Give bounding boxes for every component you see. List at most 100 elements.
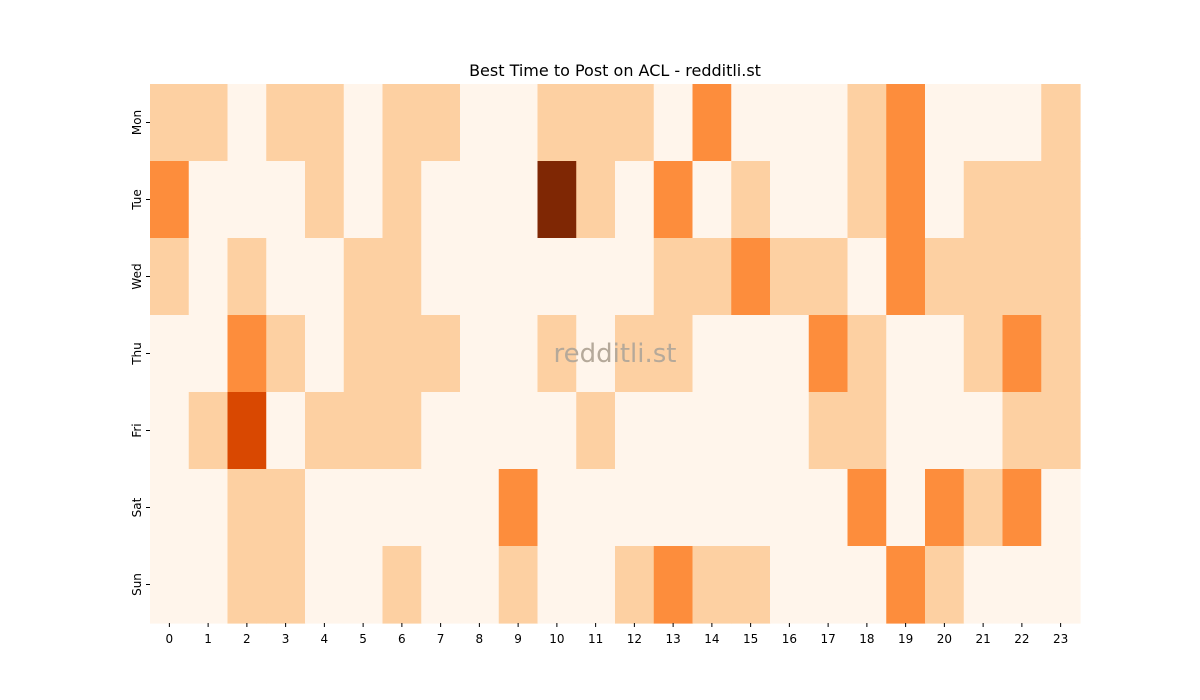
x-tick-label: 12 xyxy=(627,632,642,646)
heatmap-cell-tue-1 xyxy=(188,161,229,239)
heatmap-cell-thu-12 xyxy=(615,315,655,393)
heatmap-cell-tue-22 xyxy=(1002,161,1042,239)
heatmap-cell-sat-20 xyxy=(925,469,965,547)
heatmap-cell-thu-1 xyxy=(188,315,229,393)
x-tick-label: 15 xyxy=(743,632,758,646)
heatmap-cell-wed-8 xyxy=(460,238,500,316)
heatmap-cell-fri-19 xyxy=(886,392,926,470)
heatmap-cell-tue-3 xyxy=(266,161,306,239)
x-tick-label: 14 xyxy=(704,632,719,646)
heatmap-cell-wed-1 xyxy=(188,238,229,316)
heatmap-cell-wed-22 xyxy=(1002,238,1042,316)
heatmap-cell-mon-19 xyxy=(886,84,926,162)
heatmap-cell-mon-9 xyxy=(498,84,539,162)
heatmap-cell-mon-11 xyxy=(576,84,616,162)
heatmap-cell-tue-2 xyxy=(227,161,267,239)
heatmap-cell-thu-11 xyxy=(576,315,616,393)
heatmap-cell-sat-2 xyxy=(227,469,267,547)
heatmap-cell-sat-12 xyxy=(615,469,655,547)
heatmap-cell-fri-11 xyxy=(576,392,616,470)
y-tick-label: Fri xyxy=(130,423,144,437)
heatmap-cell-sat-22 xyxy=(1002,469,1042,547)
heatmap-cell-thu-23 xyxy=(1041,315,1081,393)
heatmap-cell-thu-7 xyxy=(421,315,461,393)
heatmap-cell-mon-3 xyxy=(266,84,306,162)
heatmap-cell-tue-13 xyxy=(653,161,694,239)
heatmap-cell-thu-15 xyxy=(731,315,771,393)
x-tick-label: 19 xyxy=(898,632,913,646)
heatmap-cell-sun-21 xyxy=(963,546,1004,624)
heatmap-cell-tue-20 xyxy=(925,161,965,239)
heatmap-cell-mon-1 xyxy=(188,84,229,162)
heatmap-cell-thu-14 xyxy=(692,315,732,393)
heatmap-cell-tue-12 xyxy=(615,161,655,239)
x-tick-label: 0 xyxy=(166,632,174,646)
y-tick-label: Sun xyxy=(130,573,144,596)
y-tick-label: Mon xyxy=(130,110,144,135)
heatmap-cell-fri-9 xyxy=(498,392,539,470)
heatmap-cell-tue-15 xyxy=(731,161,771,239)
heatmap-cell-thu-6 xyxy=(382,315,422,393)
heatmap-cell-mon-17 xyxy=(808,84,849,162)
heatmap-cell-tue-16 xyxy=(770,161,810,239)
heatmap-cell-sat-5 xyxy=(343,469,384,547)
x-tick-label: 22 xyxy=(1014,632,1029,646)
heatmap-cell-fri-3 xyxy=(266,392,306,470)
x-tick-label: 18 xyxy=(859,632,874,646)
heatmap-cell-wed-18 xyxy=(847,238,887,316)
x-tick-label: 6 xyxy=(398,632,406,646)
heatmap-cell-sat-7 xyxy=(421,469,461,547)
watermark-text: redditli.st xyxy=(554,339,677,369)
heatmap-cell-sun-7 xyxy=(421,546,461,624)
heatmap-cell-sun-12 xyxy=(615,546,655,624)
heatmap-cell-sat-13 xyxy=(653,469,694,547)
heatmap-cell-sat-17 xyxy=(808,469,849,547)
heatmap-cell-sun-13 xyxy=(653,546,694,624)
heatmap-cell-sat-1 xyxy=(188,469,229,547)
x-tick-label: 10 xyxy=(549,632,564,646)
heatmap-cell-thu-20 xyxy=(925,315,965,393)
heatmap-cell-sat-3 xyxy=(266,469,306,547)
x-tick-label: 17 xyxy=(820,632,835,646)
heatmap-cell-mon-2 xyxy=(227,84,267,162)
heatmap-cell-thu-17 xyxy=(808,315,849,393)
heatmap-cell-fri-22 xyxy=(1002,392,1042,470)
heatmap-cell-sat-11 xyxy=(576,469,616,547)
heatmap-cell-tue-9 xyxy=(498,161,539,239)
heatmap-cell-wed-16 xyxy=(770,238,810,316)
heatmap-cell-sun-14 xyxy=(692,546,732,624)
heatmap-cell-sat-8 xyxy=(460,469,500,547)
x-tick-label: 8 xyxy=(476,632,484,646)
heatmap-cell-fri-18 xyxy=(847,392,887,470)
heatmap-cell-sat-15 xyxy=(731,469,771,547)
x-tick-label: 3 xyxy=(282,632,290,646)
heatmap-cell-wed-3 xyxy=(266,238,306,316)
heatmap-cell-sun-20 xyxy=(925,546,965,624)
heatmap-cell-sun-17 xyxy=(808,546,849,624)
heatmap-cell-thu-16 xyxy=(770,315,810,393)
heatmap-cell-thu-4 xyxy=(305,315,345,393)
heatmap-cell-wed-13 xyxy=(653,238,694,316)
heatmap-cell-mon-8 xyxy=(460,84,500,162)
heatmap-cell-sat-0 xyxy=(150,469,190,547)
heatmap-cell-thu-21 xyxy=(963,315,1004,393)
heatmap-cell-sun-16 xyxy=(770,546,810,624)
heatmap-cell-thu-0 xyxy=(150,315,190,393)
heatmap-cell-fri-1 xyxy=(188,392,229,470)
heatmap-cell-thu-13 xyxy=(653,315,694,393)
heatmap-cell-mon-0 xyxy=(150,84,190,162)
heatmap-cell-tue-5 xyxy=(343,161,384,239)
heatmap-cell-sun-18 xyxy=(847,546,887,624)
heatmap-cell-sat-19 xyxy=(886,469,926,547)
heatmap-cell-mon-23 xyxy=(1041,84,1081,162)
y-axis: Mon Tue Wed Thu Fri Sat Sun xyxy=(130,110,150,596)
heatmap-cell-tue-8 xyxy=(460,161,500,239)
heatmap-cell-fri-21 xyxy=(963,392,1004,470)
heatmap-cell-tue-7 xyxy=(421,161,461,239)
heatmap-cell-fri-8 xyxy=(460,392,500,470)
heatmap-cell-sun-22 xyxy=(1002,546,1042,624)
heatmap-cell-tue-23 xyxy=(1041,161,1081,239)
heatmap-cell-tue-0 xyxy=(150,161,190,239)
heatmap-cell-tue-10 xyxy=(537,161,577,239)
